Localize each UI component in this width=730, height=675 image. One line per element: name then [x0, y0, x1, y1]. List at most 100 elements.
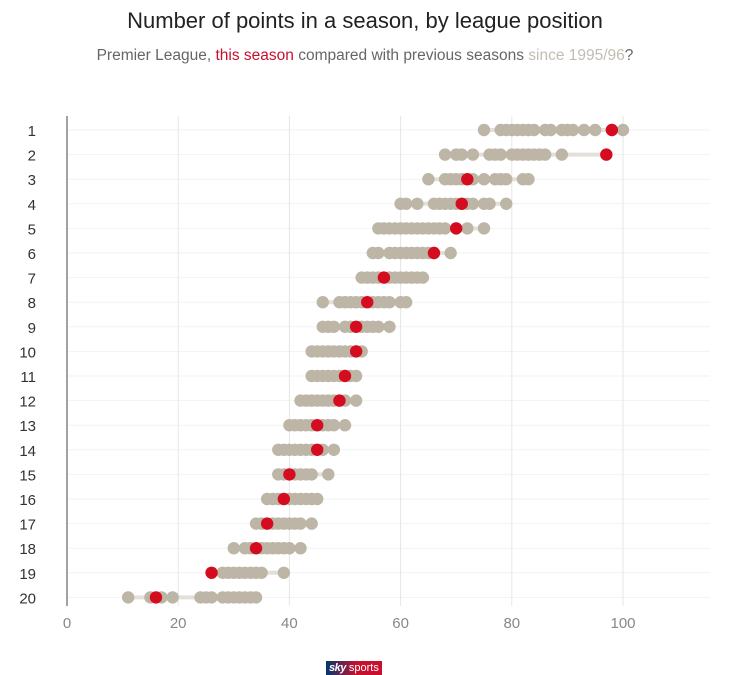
current-season-point [338, 369, 352, 383]
previous-season-points [121, 123, 630, 604]
previous-season-point [316, 296, 329, 309]
previous-season-point [277, 566, 291, 579]
previous-season-point [305, 517, 318, 530]
subtitle-middle: compared with previous seasons [293, 47, 529, 64]
previous-season-point [500, 197, 513, 210]
subtitle-prefix: Premier League, [96, 47, 216, 64]
subtitle-end: ? [624, 47, 634, 64]
previous-season-point [166, 591, 179, 604]
chart-subtitle: Premier League, this season compared wit… [0, 47, 730, 65]
previous-season-point [477, 222, 491, 235]
y-tick-label: 12 [19, 394, 36, 411]
previous-season-point [461, 222, 474, 235]
previous-season-point [349, 394, 363, 407]
y-tick-label: 15 [19, 467, 36, 484]
y-tick-label: 2 [28, 148, 36, 165]
current-season-point [249, 542, 263, 555]
current-season-point [283, 468, 296, 481]
logo-sky: sky [329, 662, 346, 674]
previous-season-point [311, 492, 324, 506]
previous-season-point [416, 271, 430, 284]
x-tick-label: 40 [281, 615, 298, 632]
x-tick-label: 100 [610, 615, 635, 632]
current-season-point [311, 443, 324, 456]
previous-season-point [466, 197, 480, 210]
previous-season-point [399, 197, 413, 210]
current-season-point [349, 320, 363, 333]
y-tick-label: 16 [19, 492, 36, 509]
current-season-point [377, 271, 391, 284]
y-tick-label: 3 [28, 172, 36, 189]
x-tick-label: 20 [170, 615, 187, 632]
previous-season-point [538, 148, 552, 161]
current-season-point [277, 492, 291, 506]
previous-season-point [294, 542, 307, 555]
y-tick-label: 17 [19, 517, 36, 534]
y-tick-label: 13 [19, 418, 36, 435]
previous-season-point [411, 197, 424, 210]
y-tick-label: 9 [28, 320, 36, 337]
previous-season-point [338, 419, 352, 432]
previous-season-point [522, 173, 535, 186]
y-tick-label: 19 [19, 566, 36, 583]
previous-season-point [422, 173, 435, 186]
previous-season-point [205, 591, 218, 604]
previous-season-point [494, 148, 507, 161]
previous-season-point [294, 517, 307, 530]
current-season-point [361, 296, 374, 309]
previous-season-point [383, 296, 396, 309]
previous-season-point [544, 123, 557, 137]
y-tick-label: 18 [19, 541, 36, 558]
x-tick-label: 60 [392, 615, 409, 632]
current-season-point [600, 148, 613, 161]
previous-season-point [477, 173, 491, 186]
previous-season-point [372, 320, 385, 333]
previous-season-point [327, 443, 341, 456]
previous-season-point [444, 246, 457, 260]
y-tick-label: 7 [28, 271, 36, 288]
previous-season-point [322, 468, 335, 481]
y-tick-label: 1 [28, 123, 36, 140]
axis-labels: 0 20 40 60 80 1001234567891011121314151617181… [19, 123, 635, 632]
y-tick-label: 6 [28, 246, 36, 263]
subtitle-since: since 1995/96 [528, 47, 625, 64]
current-season-point [461, 173, 474, 186]
previous-season-point [121, 591, 135, 604]
dot-plot-chart: 0 20 40 60 80 1001234567891011121314151617181… [19, 116, 710, 632]
previous-season-point [249, 591, 263, 604]
previous-season-point [527, 123, 541, 137]
previous-season-point [399, 296, 413, 309]
previous-season-point [566, 123, 580, 137]
y-tick-label: 11 [20, 369, 36, 386]
previous-season-point [255, 566, 268, 579]
previous-season-point [577, 123, 591, 137]
x-tick-label: 80 [503, 615, 520, 632]
y-tick-label: 14 [19, 443, 36, 460]
previous-season-point [477, 123, 491, 137]
current-season-point [311, 419, 324, 432]
previous-season-point [305, 468, 318, 481]
y-tick-label: 4 [28, 197, 36, 214]
current-season-point [605, 123, 619, 137]
logo-sports: sports [348, 662, 379, 674]
previous-season-point [327, 419, 341, 432]
subtitle-this-season: this season [215, 47, 294, 64]
previous-season-point [616, 123, 630, 137]
current-season-point [349, 345, 363, 358]
previous-season-point [438, 222, 452, 235]
current-season-points [149, 123, 619, 604]
current-season-point [260, 517, 274, 530]
y-tick-label: 5 [28, 221, 36, 238]
range-bars [126, 128, 625, 600]
previous-season-point [327, 320, 341, 333]
previous-season-point [466, 148, 480, 161]
previous-season-point [383, 320, 396, 333]
sky-sports-logo: sky sports [326, 661, 382, 675]
previous-season-point [283, 542, 296, 555]
current-season-point [205, 566, 218, 579]
previous-season-point [438, 148, 452, 161]
previous-season-point [455, 148, 468, 161]
previous-season-point [589, 123, 602, 137]
previous-season-point [349, 369, 363, 383]
current-season-point [455, 197, 468, 210]
